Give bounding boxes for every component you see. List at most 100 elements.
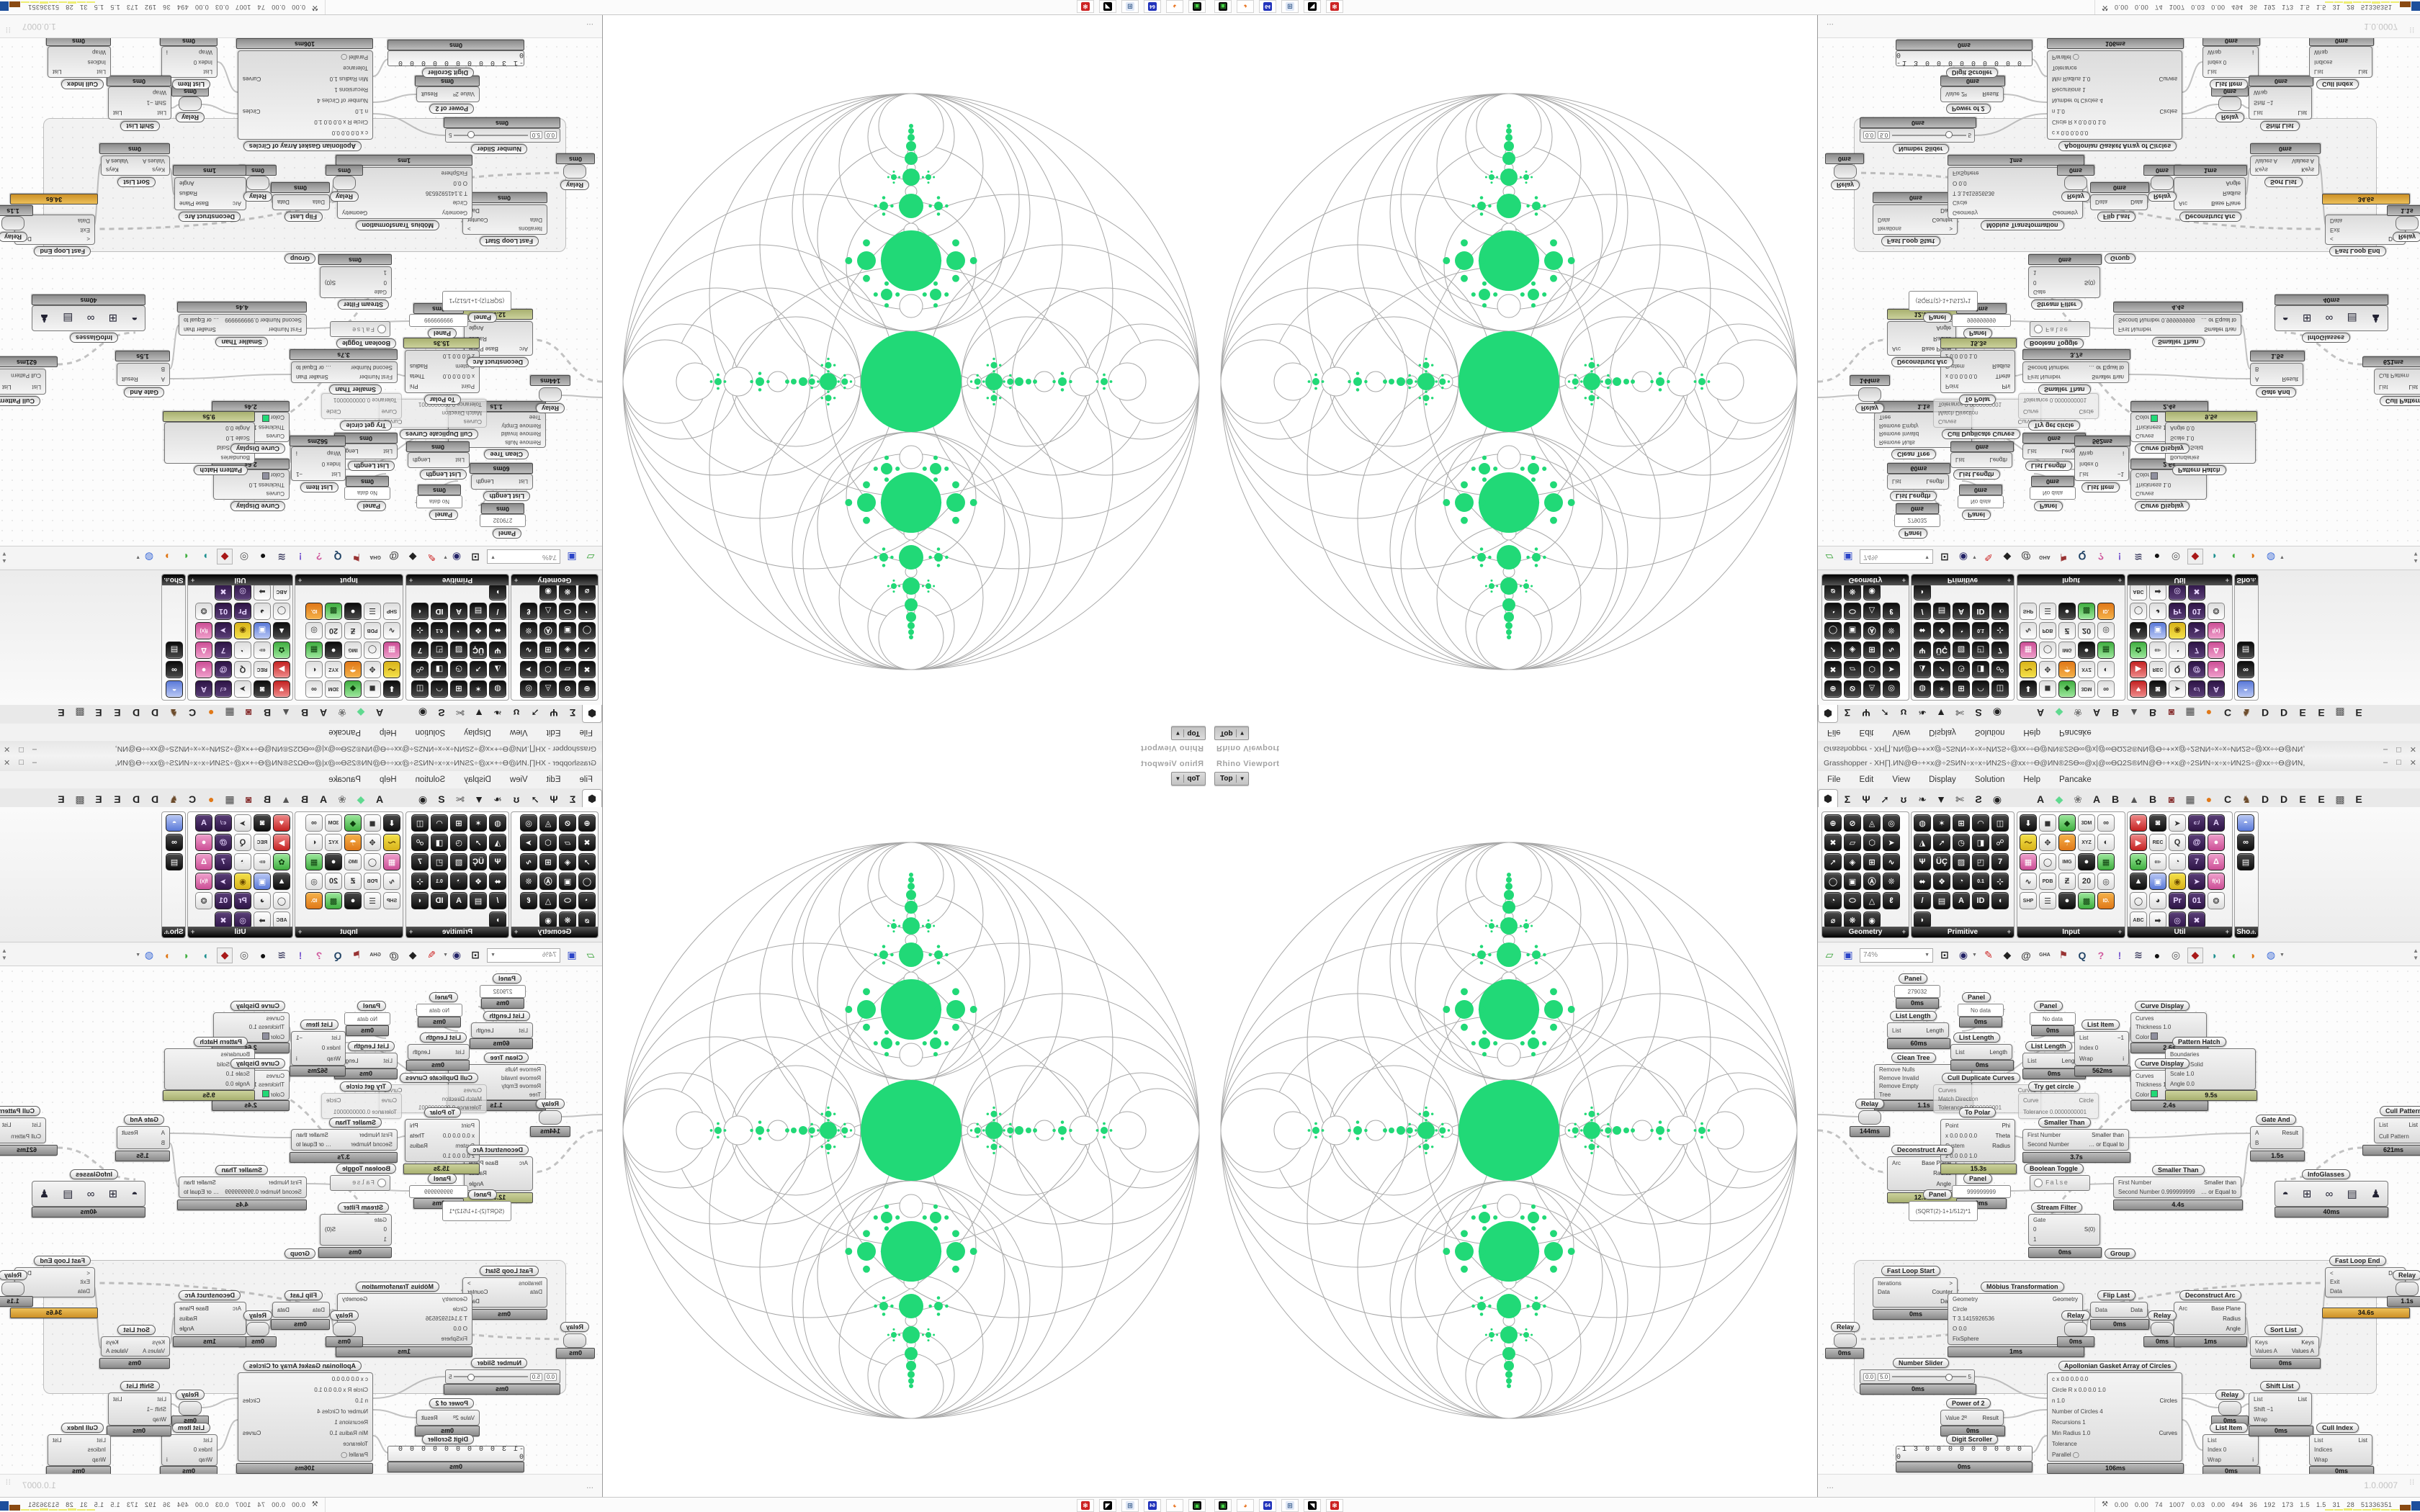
zoom-extents-icon[interactable]: ⊡ [1940, 552, 1949, 563]
panel-expand-icon[interactable]: + [165, 577, 169, 584]
component-icon[interactable]: @ [2188, 834, 2205, 851]
component-icon[interactable]: ◔ [1824, 892, 1842, 909]
gh-node-curve-display-label[interactable]: Curve Display [230, 501, 285, 511]
component-icon[interactable]: ▲ [273, 873, 290, 890]
component-icon[interactable]: ◯ [273, 603, 290, 620]
component-icon[interactable]: ● [2078, 642, 2095, 659]
component-icon[interactable]: IMG [344, 642, 362, 659]
gh-node-panel-value[interactable]: 999999999 [409, 314, 468, 327]
package-help-icon[interactable]: ? [315, 949, 323, 961]
component-icon[interactable]: △ [539, 892, 557, 909]
component-icon[interactable]: 7 [1991, 642, 2009, 659]
component-icon[interactable]: ● [325, 642, 342, 659]
component-icon[interactable]: ◠ [431, 680, 448, 698]
terminal-icon[interactable]: ▣ [1188, 0, 1206, 13]
gh-node-relay[interactable] [2396, 216, 2419, 230]
component-icon[interactable]: ⊞ [1863, 853, 1881, 870]
gh-node-pattern-hatch-label[interactable]: Pattern Hatch [2172, 1037, 2226, 1047]
component-icon[interactable]: ➚ [1933, 661, 1950, 678]
component-icon[interactable]: ◙ [254, 680, 271, 698]
gh-node-flip-last-label[interactable]: Flip Last [2097, 1290, 2136, 1300]
component-icon[interactable]: ⌀ [1824, 912, 1842, 929]
component-icon[interactable]: ◙ [2149, 680, 2166, 698]
panel-expand-icon[interactable]: + [514, 928, 519, 935]
search-components-icon[interactable]: Q [333, 551, 342, 563]
component-icon[interactable]: ◉ [1863, 583, 1881, 600]
component-icon[interactable]: ◮ [489, 834, 506, 851]
component-icon[interactable]: ▦ [2097, 853, 2115, 870]
gh-node-panel-label[interactable]: Panel [357, 1001, 386, 1011]
ribbon-tab-icon[interactable]: C [2223, 793, 2232, 805]
calculator-icon[interactable]: ⊞ [1121, 0, 1139, 13]
gh-node-relay[interactable] [333, 176, 356, 190]
ribbon-tab-icon[interactable]: ❀ [338, 707, 346, 719]
annotate-icon[interactable]: @ [2021, 949, 2031, 961]
gh-node-number-slider[interactable]: 0.0 5.0 5 [1860, 128, 1975, 143]
component-icon[interactable]: ◍ [489, 680, 506, 698]
gh-node-shift-list-label[interactable]: Shift List [120, 1381, 160, 1391]
gh-node-list-item-label[interactable]: List Item [2210, 79, 2249, 89]
gh-node-boolean-toggle[interactable]: False [2030, 321, 2090, 337]
component-icon[interactable]: ☰ [2039, 603, 2056, 620]
gh-node-digit-scroller[interactable]: -1 3 0 0 0 0 0 0 0 0 0 0 [1896, 1446, 2033, 1462]
gh-node-flip-last-label[interactable]: Flip Last [284, 212, 323, 222]
ribbon-tab-icon[interactable]: Ψ [550, 793, 558, 805]
gh-node-panel-value[interactable]: No data [344, 487, 390, 500]
ribbon-tab-icon[interactable]: A [2092, 793, 2101, 805]
gh-node-relay-label[interactable]: Relay [243, 1310, 272, 1320]
menu-file[interactable]: File [579, 728, 593, 737]
sphere-black-icon[interactable]: ● [259, 949, 266, 961]
ribbon-tab-icon[interactable]: Ψ [550, 707, 558, 719]
ribbon-tab-icon[interactable]: E [95, 707, 102, 719]
ribbon-tab-icon[interactable]: E [2318, 793, 2325, 805]
gh-node-cull-index-label[interactable]: Cull Index [60, 1423, 104, 1433]
component-icon[interactable]: ⊘ [559, 814, 576, 832]
gha-assembly-icon[interactable]: GHA [369, 953, 381, 958]
ribbon-tab-icon[interactable]: ⬢ [582, 789, 602, 807]
component-icon[interactable]: ❖ [1933, 622, 1950, 639]
component-icon[interactable]: ▱ [1844, 834, 1861, 851]
gh-node-to-polar[interactable]: Point Phi x 0.0 0.0 0.0 Theta System Radius z … [405, 1119, 480, 1162]
gh-node-infoglasses-label[interactable]: InfoGlasses [2302, 333, 2351, 343]
component-icon[interactable]: PDB [2039, 873, 2056, 890]
slider-track[interactable] [454, 1374, 528, 1381]
component-icon[interactable]: ♥ [2130, 680, 2147, 698]
component-icon[interactable]: ÜÇ [470, 642, 487, 659]
panel-expand-icon[interactable]: + [2007, 577, 2011, 584]
ribbon-tab-icon[interactable]: E [95, 793, 102, 805]
gh-node-sort-list[interactable]: Keys Keys Values A Values A [101, 156, 170, 176]
component-icon[interactable]: ✶ [470, 680, 487, 698]
component-icon[interactable]: ℓ [520, 892, 537, 909]
gh-node-try-get-circle-label[interactable]: Try get circle [340, 1081, 392, 1092]
ball-blue-icon[interactable]: ◍ [2266, 949, 2276, 960]
gh-node-cull-duplicate-curves-label[interactable]: Cull Duplicate Curves [1942, 1073, 2021, 1083]
component-icon[interactable]: ☍ [411, 661, 429, 678]
chevron-down-icon[interactable]: ▼ [1972, 953, 1977, 958]
grasshopper-red-icon[interactable]: ❃ [1077, 0, 1094, 13]
gh-node-panel-label[interactable]: Panel [1962, 510, 1991, 520]
gh-node-to-polar[interactable]: Point Phi x 0.0 0.0 0.0 Theta System Radius z … [1940, 1119, 2015, 1162]
gh-node-clean-tree-label[interactable]: Clean Tree [1891, 449, 1936, 459]
gh-node-cull-pattern-label[interactable]: Cull Pattern [2380, 396, 2420, 406]
gh-node-to-polar-label[interactable]: To Polar [1959, 1107, 1996, 1117]
component-icon[interactable]: ◰ [1972, 853, 1989, 870]
ribbon-tab-icon[interactable]: ◙ [2168, 793, 2175, 805]
gh-node-curve-display-label[interactable]: Curve Display [2135, 501, 2190, 511]
component-icon[interactable]: ∿ [520, 853, 537, 870]
slider-handle[interactable] [467, 1374, 475, 1381]
component-icon[interactable]: ✿ [2130, 853, 2147, 870]
gh-node-deconstruct-arc-label[interactable]: Deconstruct Arc [179, 212, 241, 222]
component-icon[interactable]: ▶ [273, 834, 290, 851]
menu-file[interactable]: File [1827, 728, 1841, 737]
gh-node-apollonian-gasket-array-of-circles-label[interactable]: Apollonian Gasket Array of Circles [2058, 1361, 2177, 1371]
component-icon[interactable]: Ƶ [344, 873, 362, 890]
ribbon-tab-icon[interactable]: ● [2205, 793, 2213, 805]
component-icon[interactable]: Pr [234, 603, 251, 620]
gh-node-curve-display-label[interactable]: Curve Display [2135, 1001, 2190, 1011]
component-icon[interactable]: ⬌ [1914, 622, 1931, 639]
ribbon-tab-icon[interactable]: E [2355, 707, 2362, 719]
firefox-icon[interactable]: ◕ [1237, 0, 1254, 13]
gh-node-try-get-circle[interactable]: Curve Circle Tolerance 0.0000000001 [321, 393, 402, 419]
gh-node-boolean-toggle[interactable]: False [2030, 1175, 2090, 1191]
gh-node-smaller-than-label[interactable]: Smaller Than [329, 384, 382, 395]
